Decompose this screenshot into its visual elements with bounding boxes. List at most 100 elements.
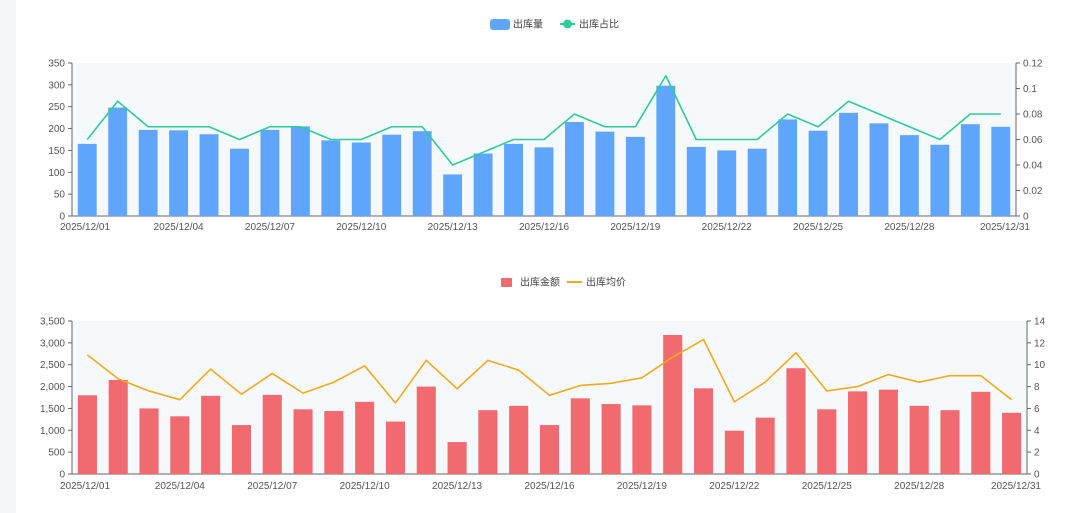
bar-2025/12/14 [473,153,493,216]
x-tick-label: 2025/12/04 [155,481,205,492]
bar-2025/12/13 [447,442,467,474]
bar-2025/12/26 [848,391,868,474]
bar-2025/12/05 [199,134,219,216]
y-left-tick-label: 3,500 [40,317,65,328]
x-tick-label: 2025/12/25 [802,481,852,492]
bar-2025/12/24 [778,119,798,216]
legend-line-label: 出库均价 [586,276,626,289]
x-tick-label: 2025/12/31 [991,481,1041,492]
y-left-tick-label: 100 [48,168,65,179]
y-left-tick-label: 350 [48,59,65,70]
bar-2025/12/21 [693,388,714,474]
y-left-tick-label: 50 [54,190,66,201]
y-left-tick-label: 0 [59,470,65,481]
bar-2025/12/14 [478,410,498,474]
x-tick-label: 2025/12/19 [610,222,660,233]
legend-line-label: 出库占比 [579,18,619,31]
bar-2025/12/07 [262,394,282,474]
bar-2025/12/07 [260,129,280,216]
y-right-tick-label: 2 [1034,448,1040,459]
legend-bar-label: 出库金额 [520,276,560,289]
x-tick-label: 2025/12/28 [884,222,934,233]
bar-2025/12/19 [632,405,652,474]
bar-2025/12/11 [382,134,402,216]
bar-2025/12/12 [416,386,436,474]
y-right-tick-label: 14 [1034,317,1046,328]
bar-2025/12/10 [355,401,375,474]
bar-2025/12/27 [869,123,889,216]
left-gutter [0,0,16,513]
y-right-tick-label: 0.12 [1023,59,1043,70]
x-tick-label: 2025/12/01 [60,222,110,233]
legend-bar-swatch [501,278,512,287]
y-left-tick-label: 2,000 [40,382,65,393]
bar-2025/12/27 [878,389,898,474]
bar-2025/12/20 [663,334,683,474]
bar-2025/12/04 [170,416,190,474]
bar-2025/12/31 [991,126,1011,216]
y-right-tick-label: 0 [1023,212,1029,223]
bar-2025/12/23 [755,417,775,474]
bar-2025/12/17 [570,398,590,474]
x-tick-label: 2025/12/10 [336,222,386,233]
y-right-tick-label: 10 [1034,360,1046,371]
bar-2025/12/17 [565,122,584,216]
y-right-tick-label: 12 [1034,338,1046,349]
y-left-tick-label: 0 [59,212,65,223]
legend-line-marker [563,19,572,29]
x-tick-label: 2025/12/25 [793,222,843,233]
bar-2025/12/04 [169,130,189,216]
bar-2025/12/18 [601,404,621,474]
y-left-tick-label: 200 [48,124,65,135]
x-tick-label: 2025/12/19 [617,481,667,492]
x-tick-label: 2025/12/10 [340,481,390,492]
y-right-tick-label: 0 [1034,470,1040,481]
bar-2025/12/09 [321,140,341,216]
bar-2025/12/02 [108,380,128,474]
chart-2: 0 500 1,000 1,500 2,000 2,500 3,000 3,500 0 2 4 6 8 1… [40,276,1046,493]
bar-2025/12/13 [443,174,463,216]
y-right-tick-label: 0.04 [1023,161,1043,172]
bar-2025/12/06 [230,148,249,216]
y-right-tick-label: 6 [1034,404,1040,415]
x-tick-label: 2025/12/22 [702,222,752,233]
bar-2025/12/25 [817,409,837,474]
bar-2025/12/01 [77,395,97,474]
bar-2025/12/26 [839,112,858,216]
bar-2025/12/20 [656,85,676,216]
bar-2025/12/05 [201,395,221,474]
y-right-tick-label: 8 [1034,382,1040,393]
y-left-tick-label: 250 [48,102,65,113]
legend-bar-swatch [490,19,510,30]
bar-2025/12/21 [686,146,706,216]
bar-2025/12/30 [960,124,980,216]
bar-2025/12/31 [1002,412,1022,474]
bar-2025/12/06 [231,425,251,474]
bar-2025/12/18 [595,131,615,216]
bar-2025/12/25 [808,130,828,216]
y-left-tick-label: 1,000 [40,426,65,437]
y-right-tick-label: 0.08 [1023,110,1043,121]
x-tick-label: 2025/12/16 [519,222,569,233]
x-tick-label: 2025/12/04 [154,222,204,233]
bar-2025/12/22 [717,150,737,216]
y-right-tick-label: 0.02 [1023,186,1043,197]
x-tick-label: 2025/12/01 [60,481,110,492]
y-left-tick-label: 150 [48,146,65,157]
chart-1: 0 50 100 150 200 250 300 350 0 0.02 0.04 0.06 0.08 0.… [48,18,1043,234]
bar-2025/12/15 [504,143,523,216]
bar-2025/12/24 [786,368,806,474]
bar-2025/12/16 [534,147,554,216]
legend: 出库金额 出库均价 [501,276,626,289]
bar-2025/12/28 [899,135,919,216]
bar-2025/12/09 [324,411,344,474]
x-tick-label: 2025/12/22 [709,481,759,492]
bar-2025/12/03 [139,408,159,474]
y-left-tick-label: 2,500 [40,360,65,371]
x-tick-label: 2025/12/31 [980,222,1030,233]
bar-2025/12/08 [290,126,310,216]
y-left-tick-label: 300 [48,80,65,91]
bar-2025/12/02 [108,107,128,216]
x-tick-label: 2025/12/13 [428,222,478,233]
legend: 出库量 出库占比 [490,18,619,31]
